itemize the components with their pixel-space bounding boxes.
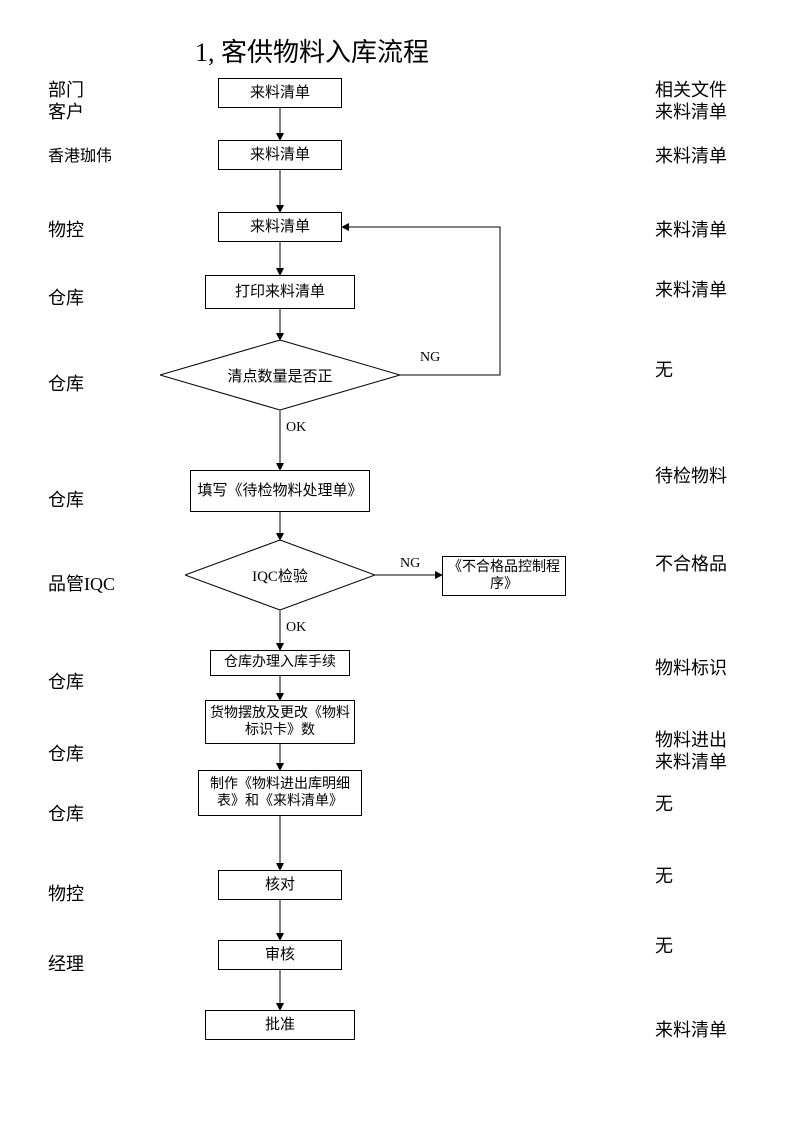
page: 1, 客供物料入库流程 部门 客户 香港珈伟 物控 仓库 仓库 仓库 品管IQC… bbox=[0, 0, 793, 1122]
connectors bbox=[0, 0, 793, 1122]
